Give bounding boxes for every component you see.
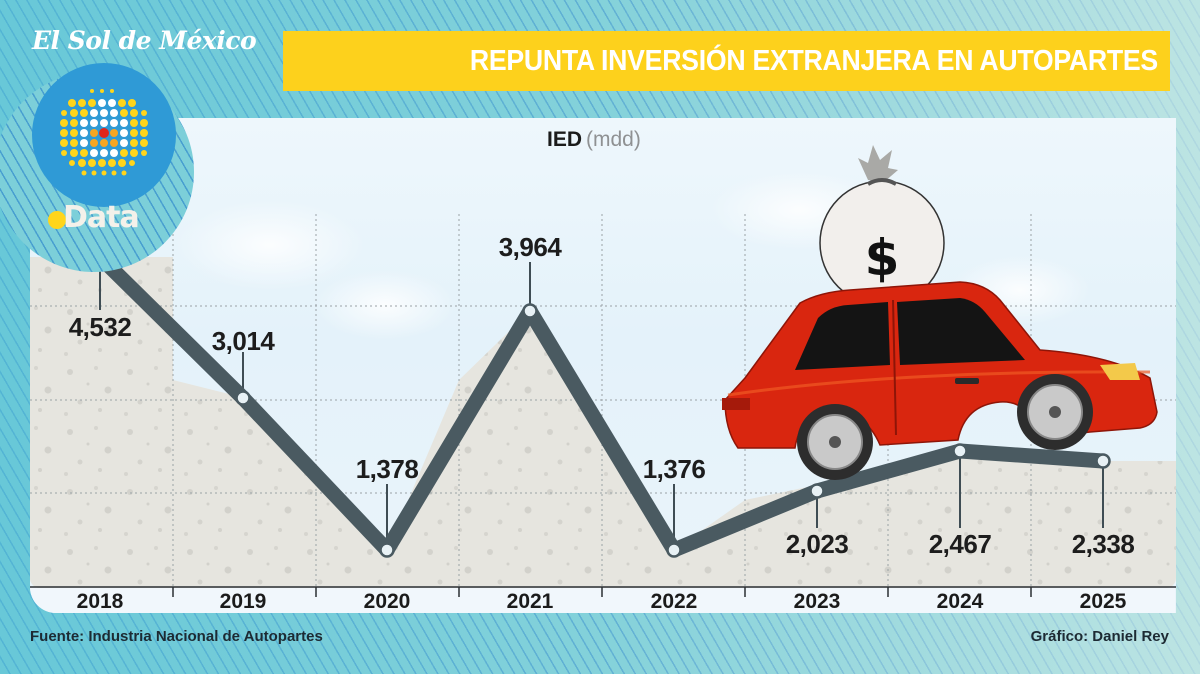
value-label-2021: 3,964 xyxy=(498,232,562,262)
x-tick-2024: 2024 xyxy=(936,590,984,613)
cloud xyxy=(175,200,365,290)
x-tick-2019: 2019 xyxy=(219,590,267,613)
section-logo: Data xyxy=(48,200,140,235)
marker-2023 xyxy=(809,483,825,499)
marker-2025 xyxy=(1095,453,1111,469)
chart-title: IED (mdd) xyxy=(547,128,641,151)
money-bag-icon: $ xyxy=(819,145,945,306)
x-tick-2023: 2023 xyxy=(793,590,841,613)
x-axis-ticks xyxy=(172,587,1032,597)
svg-text:$: $ xyxy=(865,229,900,287)
graphic-credit: Gráfico: Daniel Rey xyxy=(1030,628,1169,645)
page-title: REPUNTA INVERSIÓN EXTRANJERA EN AUTOPART… xyxy=(469,44,1158,77)
x-tick-2025: 2025 xyxy=(1079,590,1127,613)
value-label-2020: 1,378 xyxy=(355,454,419,484)
marker-2021 xyxy=(522,303,538,319)
value-label-2025: 2,338 xyxy=(1071,529,1135,559)
data-line xyxy=(92,249,1111,558)
x-tick-2020: 2020 xyxy=(363,590,411,613)
value-label-2019: 3,014 xyxy=(211,326,275,356)
x-tick-2022: 2022 xyxy=(650,590,698,613)
x-tick-2018: 2018 xyxy=(76,590,124,613)
marker-2022 xyxy=(666,542,682,558)
cloud xyxy=(315,270,455,340)
wheel xyxy=(797,404,873,480)
value-label-2018: 4,532 xyxy=(68,312,132,342)
title-banner: REPUNTA INVERSIÓN EXTRANJERA EN AUTOPART… xyxy=(283,31,1170,91)
source-note: Fuente: Industria Nacional de Autopartes xyxy=(30,628,323,645)
wheel xyxy=(1017,374,1093,450)
value-label-2024: 2,467 xyxy=(928,529,992,559)
red-car-icon: $ xyxy=(722,145,1158,480)
dot-icon xyxy=(48,210,66,229)
data-logo-icon xyxy=(32,63,176,207)
value-label-2022: 1,376 xyxy=(642,454,706,484)
marker-2019 xyxy=(235,390,251,406)
marker-2024 xyxy=(952,443,968,459)
value-label-2023: 2,023 xyxy=(785,529,849,559)
marker-2020 xyxy=(379,542,395,558)
brand-logo: El Sol de México xyxy=(32,26,257,55)
x-tick-2021: 2021 xyxy=(506,590,554,613)
